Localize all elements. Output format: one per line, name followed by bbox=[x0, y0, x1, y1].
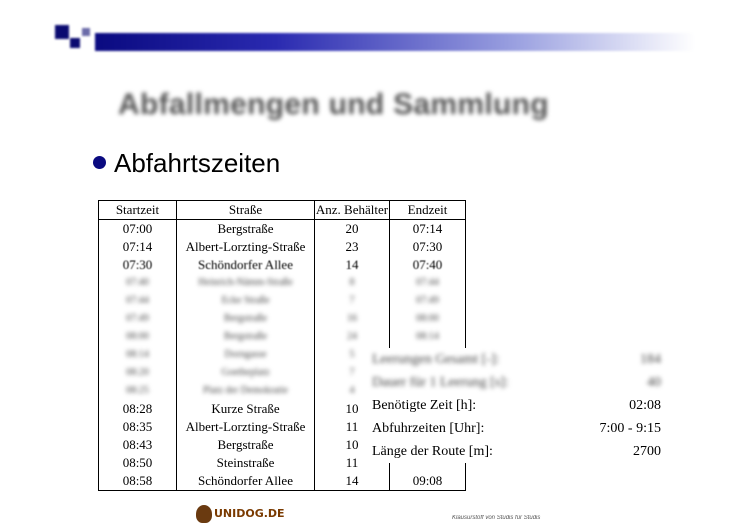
cell-count: 20 bbox=[314, 219, 390, 238]
cell-count: 23 bbox=[314, 238, 390, 256]
header-bar bbox=[95, 33, 695, 51]
cell-street: Bergstraße bbox=[176, 436, 315, 454]
cell-street: Goetheplatz bbox=[176, 364, 315, 382]
summary-value: 02:08 bbox=[629, 398, 661, 413]
cell-street: Dorngasse bbox=[176, 346, 315, 364]
summary-value: 2700 bbox=[633, 444, 661, 459]
table-row: 07:44 Ecke Straße 7 07:49 bbox=[98, 292, 466, 310]
dog-mascot-icon bbox=[196, 505, 212, 523]
cell-end: 07:44 bbox=[389, 274, 466, 292]
cell-start: 07:40 bbox=[98, 274, 177, 292]
header-startzeit: Startzeit bbox=[98, 200, 177, 220]
table-row: 07:14 Albert-Lorzting-Straße 23 07:30 bbox=[98, 238, 466, 256]
bullet-item: Abfahrtszeiten bbox=[93, 148, 280, 179]
cell-street: Ecke Straße bbox=[176, 292, 315, 310]
cell-start: 08:20 bbox=[98, 364, 177, 382]
cell-end: 08:00 bbox=[389, 310, 466, 328]
cell-count: 14 bbox=[314, 256, 390, 274]
header-behaelter: Anz. Behälter bbox=[314, 200, 390, 220]
cell-start: 07:30 bbox=[98, 256, 177, 274]
cell-count: 16 bbox=[314, 310, 390, 328]
cell-street: Platz der Demokratie bbox=[176, 382, 315, 400]
summary-label: Benötigte Zeit [h]: bbox=[372, 398, 477, 413]
summary-row: Länge der Route [m]: 2700 bbox=[366, 440, 661, 463]
footer-logo: UNIDOG.DE bbox=[196, 505, 285, 523]
summary-row: Benötigte Zeit [h]: 02:08 bbox=[366, 394, 661, 417]
cell-street: Schöndorfer Allee bbox=[176, 256, 315, 274]
bullet-icon bbox=[93, 155, 106, 169]
cell-start: 08:50 bbox=[98, 454, 177, 472]
logo-square-1 bbox=[55, 25, 69, 39]
cell-end: 07:49 bbox=[389, 292, 466, 310]
cell-start: 08:43 bbox=[98, 436, 177, 454]
cell-street: Kurze Straße bbox=[176, 400, 315, 418]
cell-count: 7 bbox=[314, 292, 390, 310]
bullet-text: Abfahrtszeiten bbox=[114, 148, 281, 178]
summary-value: 40 bbox=[647, 375, 661, 390]
summary-value: 184 bbox=[640, 352, 661, 367]
header-endzeit: Endzeit bbox=[389, 200, 466, 220]
table-row: 07:30 Schöndorfer Allee 14 07:40 bbox=[98, 256, 466, 274]
summary-label: Länge der Route [m]: bbox=[372, 444, 493, 459]
cell-start: 07:00 bbox=[98, 219, 177, 238]
summary-value: 7:00 - 9:15 bbox=[599, 421, 661, 436]
cell-start: 08:14 bbox=[98, 346, 177, 364]
cell-street: Albert-Lorzting-Straße bbox=[176, 418, 315, 436]
footer-caption: Klausurstoff von Studis für Studis bbox=[452, 515, 541, 521]
cell-count: 8 bbox=[314, 274, 390, 292]
cell-street: Bergstraße bbox=[176, 328, 315, 346]
header-strasse: Straße bbox=[176, 200, 315, 220]
cell-street: Bergstraße bbox=[176, 219, 315, 238]
logo-square-3 bbox=[82, 28, 90, 36]
slide-title: Abfallmengen und Sammlung bbox=[118, 88, 549, 121]
cell-end: 07:14 bbox=[389, 219, 466, 238]
cell-street: Bergstraße bbox=[176, 310, 315, 328]
summary-row: Dauer für 1 Leerung [s]: 40 bbox=[366, 371, 661, 394]
cell-count: 24 bbox=[314, 328, 390, 346]
table-row: 08:00 Bergstraße 24 08:14 bbox=[98, 328, 466, 346]
table-row: 07:00 Bergstraße 20 07:14 bbox=[98, 219, 466, 238]
cell-start: 08:00 bbox=[98, 328, 177, 346]
cell-start: 08:28 bbox=[98, 400, 177, 418]
table-header-row: Startzeit Straße Anz. Behälter Endzeit bbox=[98, 200, 466, 220]
footer-logo-text: UNIDOG.DE bbox=[214, 507, 285, 520]
cell-start: 07:44 bbox=[98, 292, 177, 310]
cell-start: 07:49 bbox=[98, 310, 177, 328]
cell-street: Heinrich-Nämm-Straße bbox=[176, 274, 315, 292]
summary-label: Leerungen Gesamt [-]: bbox=[372, 352, 500, 367]
cell-end: 08:14 bbox=[389, 328, 466, 346]
cell-start: 08:58 bbox=[98, 472, 177, 491]
table-row: 08:58 Schöndorfer Allee 14 09:08 bbox=[98, 472, 466, 491]
summary-label: Abfuhrzeiten [Uhr]: bbox=[372, 421, 485, 436]
summary-box: Leerungen Gesamt [-]: 184 Dauer für 1 Lee… bbox=[366, 348, 661, 463]
cell-street: Albert-Lorzting-Straße bbox=[176, 238, 315, 256]
summary-row: Abfuhrzeiten [Uhr]: 7:00 - 9:15 bbox=[366, 417, 661, 440]
cell-start: 08:25 bbox=[98, 382, 177, 400]
logo-square-2 bbox=[70, 38, 80, 48]
table-row: 07:49 Bergstraße 16 08:00 bbox=[98, 310, 466, 328]
summary-row: Leerungen Gesamt [-]: 184 bbox=[366, 348, 661, 371]
cell-end: 07:30 bbox=[389, 238, 466, 256]
cell-street: Steinstraße bbox=[176, 454, 315, 472]
cell-street: Schöndorfer Allee bbox=[176, 472, 315, 491]
cell-start: 07:14 bbox=[98, 238, 177, 256]
table-row: 07:40 Heinrich-Nämm-Straße 8 07:44 bbox=[98, 274, 466, 292]
cell-end: 09:08 bbox=[389, 472, 466, 491]
cell-start: 08:35 bbox=[98, 418, 177, 436]
cell-end: 07:40 bbox=[389, 256, 466, 274]
cell-count: 14 bbox=[314, 472, 390, 491]
summary-label: Dauer für 1 Leerung [s]: bbox=[372, 375, 509, 390]
